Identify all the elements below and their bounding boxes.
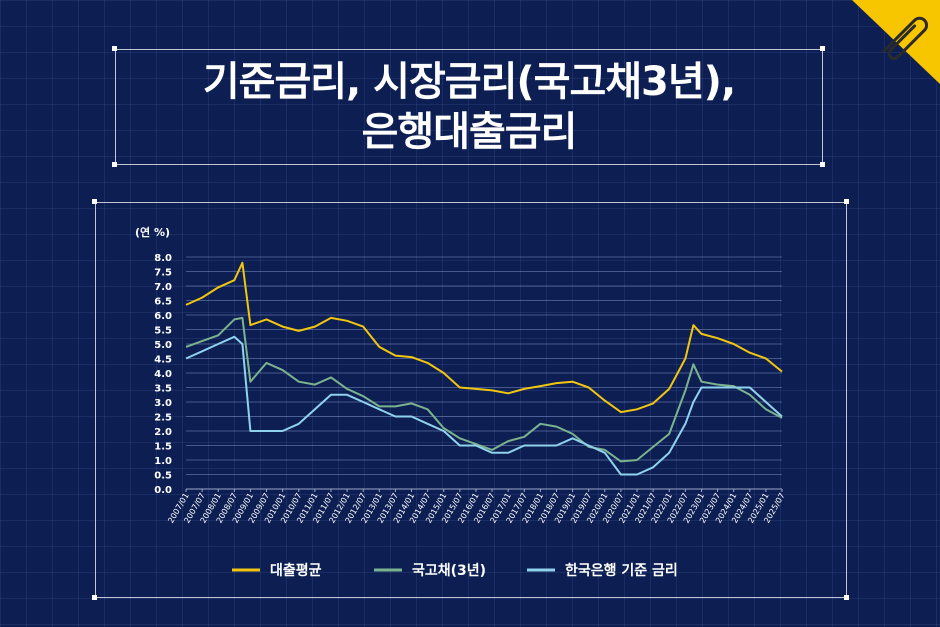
page-title-line1: 기준금리, 시장금리(국고채3년), [202,59,736,105]
legend-label: 대출평균 [270,562,322,579]
y-tick-label: 7.5 [154,268,172,279]
paperclip-icon [852,0,940,84]
chart-corner-tr [844,199,849,204]
y-tick-label: 5.0 [154,340,172,351]
y-tick-label: 1.5 [154,442,172,453]
chart-frame [95,202,847,598]
page-title-line2: 은행대출금리 [361,109,578,155]
y-tick-label: 2.5 [154,413,172,424]
y-tick-label: 6.0 [154,311,172,322]
y-tick-label: 3.0 [154,398,172,409]
title-corner-bl [112,162,117,167]
series-line-3 [185,335,783,476]
chart-corner-br [844,595,849,600]
title-corner-tl [112,46,117,51]
chart-corner-tl [92,199,97,204]
legend-label: 한국은행 기준 금리 [565,563,678,579]
chart-corner-bl [92,595,97,600]
y-tick-label: 1.0 [154,456,172,467]
series-line-1 [185,261,783,414]
y-tick-label: 4.5 [154,355,172,366]
y-tick-label: 8.0 [154,253,172,264]
y-tick-label: 2.0 [154,427,172,438]
y-axis-label: (연 %) [135,225,170,239]
paperclip-shape [881,16,928,61]
series-line-2 [185,316,783,463]
paperclip-badge [852,0,940,84]
y-tick-label: 6.5 [154,297,172,308]
y-tick-label: 0.5 [154,471,172,482]
y-tick-label: 4.0 [154,369,172,380]
badge-triangle [852,0,940,84]
y-tick-label: 0.0 [154,485,172,496]
y-tick-label: 3.5 [154,384,172,395]
title-corner-tr [820,46,825,51]
title-box: 기준금리, 시장금리(국고채3년), 은행대출금리 [115,49,823,165]
title-corner-br [820,162,825,167]
legend-label: 국고채(3년) [412,563,486,579]
y-tick-label: 5.5 [154,326,172,337]
y-tick-label: 7.0 [154,282,172,293]
